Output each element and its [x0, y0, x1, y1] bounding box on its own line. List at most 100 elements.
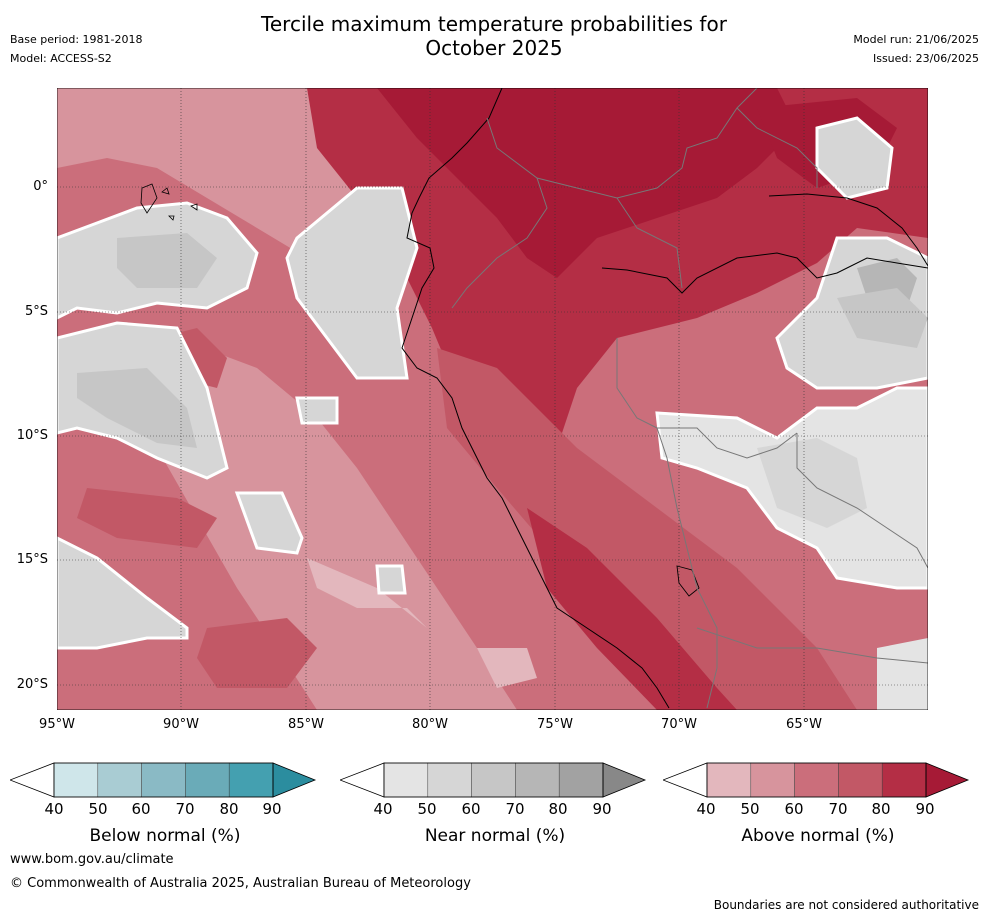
below-colorbar-min-extend [8, 762, 55, 798]
map-title: Tercile maximum temperature probabilitie… [0, 12, 988, 60]
below-tick-70: 70 [175, 800, 195, 818]
below-tick-40: 40 [44, 800, 64, 818]
near-tick-90: 90 [592, 800, 612, 818]
near-colorbar-min-extend [338, 762, 385, 798]
colorbar-above [661, 762, 973, 800]
below-tick-90: 90 [262, 800, 282, 818]
graticule [57, 88, 928, 710]
above-tick-60: 60 [784, 800, 804, 818]
colorbar-above-svg [661, 762, 970, 798]
near-tick-40: 40 [373, 800, 393, 818]
near-colorbar-max-extend [602, 762, 647, 798]
region-above-70-patch-2 [77, 488, 217, 548]
region-near-west-dark [117, 233, 217, 288]
below-tick-60: 60 [131, 800, 151, 818]
copyright: © Commonwealth of Australia 2025, Austra… [10, 876, 471, 891]
lat-label-5s: 5°S [24, 304, 48, 319]
above-colorbar-min-extend [661, 762, 708, 798]
region-above-50-west [57, 88, 377, 258]
meta-right: Model run: 21/06/2025 Issued: 23/06/2025 [853, 30, 979, 68]
above-tick-70: 70 [828, 800, 848, 818]
model-name: Model: ACCESS-S2 [10, 52, 112, 65]
lon-label-85w: 85°W [288, 717, 324, 732]
lon-label-75w: 75°W [537, 717, 573, 732]
above-colorbar-segment [881, 762, 927, 798]
lon-label-80w: 80°W [412, 717, 448, 732]
coastline [401, 88, 670, 709]
below-colorbar-segment [141, 762, 186, 798]
lat-label-15s: 15°S [16, 552, 48, 567]
region-above-50-central [127, 338, 517, 710]
colorbar-near-svg [338, 762, 647, 798]
colorbar-below-svg [8, 762, 317, 798]
map-svg [57, 88, 928, 710]
country-borders [451, 88, 928, 709]
region-near-small [375, 564, 407, 595]
region-above-90 [377, 88, 797, 278]
northern-coast [768, 193, 928, 267]
website-link[interactable]: www.bom.gov.au/climate [10, 852, 174, 867]
near-normal-label: Near normal (%) [424, 826, 566, 846]
near-colorbar-segment [558, 762, 604, 798]
above-tick-40: 40 [696, 800, 716, 818]
below-colorbar-segment [228, 762, 274, 798]
below-colorbar-frame [53, 762, 274, 798]
lake-titicaca [676, 565, 700, 597]
region-above-80-south [527, 508, 737, 710]
issued-date: Issued: 23/06/2025 [872, 52, 979, 65]
above-tick-50: 50 [740, 800, 760, 818]
probability-map [57, 88, 928, 710]
lon-label-70w: 70°W [661, 717, 697, 732]
region-above-80-coast [437, 348, 857, 710]
colorbar-below [8, 762, 320, 800]
above-colorbar-max-extend [925, 762, 970, 798]
lat-label-10s: 10°S [16, 428, 48, 443]
below-colorbar-segment [185, 762, 230, 798]
lat-label-0: 0° [33, 179, 48, 194]
below-colorbar-max-extend [272, 762, 317, 798]
below-normal-label: Below normal (%) [89, 826, 241, 846]
above-tick-90: 90 [915, 800, 935, 818]
region-near-small-2 [234, 491, 304, 555]
lon-label-65w: 65°W [786, 717, 822, 732]
region-above-70-patch-3 [197, 618, 317, 688]
lon-label-95w: 95°W [39, 717, 75, 732]
above-colorbar-segment [750, 762, 795, 798]
below-tick-50: 50 [88, 800, 108, 818]
disclaimer: Boundaries are not considered authoritat… [713, 898, 979, 912]
near-colorbar-segment [383, 762, 429, 798]
region-near-southwest [57, 536, 189, 650]
near-colorbar-segment [427, 762, 472, 798]
below-tick-80: 80 [219, 800, 239, 818]
above-colorbar-frame [706, 762, 927, 798]
near-colorbar-segment [471, 762, 516, 798]
meta-left: Base period: 1981-2018 Model: ACCESS-S2 [10, 30, 142, 68]
colorbar-near [338, 762, 650, 800]
region-above-40-central [307, 558, 427, 628]
lat-label-20s: 20°S [16, 677, 48, 692]
below-colorbar-segment [53, 762, 99, 798]
region-near-west-mid-dark [77, 368, 197, 448]
below-colorbar-segment [97, 762, 142, 798]
above-colorbar-segment [794, 762, 839, 798]
amazon-river [601, 252, 928, 294]
region-near-far-east [877, 638, 928, 710]
above-tick-80: 80 [871, 800, 891, 818]
near-tick-70: 70 [505, 800, 525, 818]
model-run: Model run: 21/06/2025 [853, 33, 979, 46]
region-near-northeast-mid [837, 288, 928, 348]
title-line-2: October 2025 [425, 36, 563, 60]
above-colorbar-segment [706, 762, 752, 798]
near-tick-80: 80 [548, 800, 568, 818]
near-tick-60: 60 [461, 800, 481, 818]
lon-label-90w: 90°W [163, 717, 199, 732]
region-near-central-north [285, 186, 419, 380]
title-line-1: Tercile maximum temperature probabilitie… [261, 12, 727, 36]
above-normal-label: Above normal (%) [741, 826, 895, 846]
above-colorbar-segment [838, 762, 883, 798]
region-near-small-3 [295, 396, 339, 425]
region-above-40-patch [477, 648, 537, 688]
base-period: Base period: 1981-2018 [10, 33, 143, 46]
near-tick-50: 50 [417, 800, 437, 818]
galapagos-islands [140, 183, 198, 221]
